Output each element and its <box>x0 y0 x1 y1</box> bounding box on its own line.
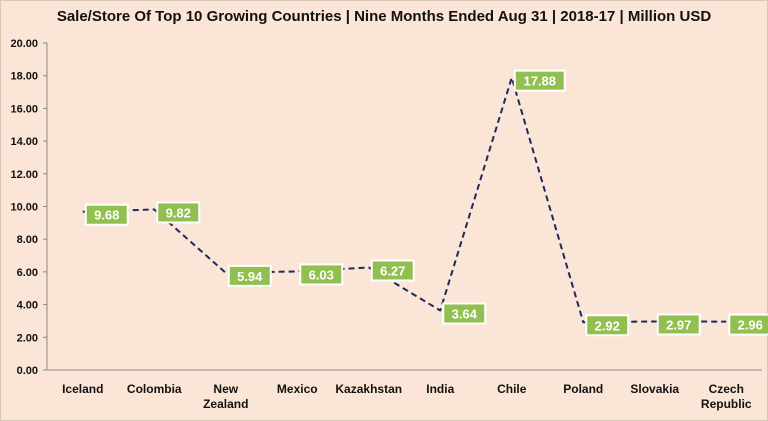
y-tick-label: 14.00 <box>10 136 38 148</box>
x-tick-label: Colombia <box>127 382 182 396</box>
data-label: 2.92 <box>595 318 620 333</box>
data-label-box <box>370 259 415 282</box>
y-tick-label: 0.00 <box>17 365 38 377</box>
y-tick-label: 6.00 <box>17 267 38 279</box>
x-tick-label: New Zealand <box>203 382 248 411</box>
data-label-box <box>156 201 201 224</box>
y-tick-label: 2.00 <box>17 332 38 344</box>
data-label-box <box>656 313 701 336</box>
x-tick-label: India <box>426 382 454 396</box>
data-label-box <box>585 314 630 337</box>
y-tick-label: 8.00 <box>17 234 38 246</box>
data-label-box <box>728 313 768 336</box>
data-label-box <box>442 302 487 325</box>
data-label: 9.68 <box>94 208 119 223</box>
data-label-box <box>299 263 344 286</box>
data-label: 2.97 <box>666 317 691 332</box>
y-tick-label: 20.00 <box>10 38 38 50</box>
data-label: 2.96 <box>738 318 763 333</box>
data-label: 3.64 <box>452 306 478 321</box>
data-label: 6.27 <box>380 263 405 278</box>
data-label-box <box>513 69 566 92</box>
x-tick-label: Mexico <box>277 382 318 396</box>
y-tick-label: 18.00 <box>10 71 38 83</box>
y-tick-label: 12.00 <box>10 169 38 181</box>
series-line <box>82 76 727 324</box>
data-label: 17.88 <box>523 74 556 89</box>
data-label: 5.94 <box>237 269 263 284</box>
y-tick-label: 10.00 <box>10 202 38 214</box>
x-tick-label: Slovakia <box>630 382 679 396</box>
x-tick-label: Chile <box>497 382 527 396</box>
x-tick-label: Poland <box>563 382 603 396</box>
x-tick-label: Iceland <box>62 382 103 396</box>
data-label: 6.03 <box>309 267 334 282</box>
chart-title: Sale/Store Of Top 10 Growing Countries |… <box>56 8 712 25</box>
y-tick-label: 4.00 <box>17 300 38 312</box>
data-label-box <box>84 203 129 226</box>
data-label-box <box>227 264 272 287</box>
x-tick-label: Kazakhstan <box>335 382 402 396</box>
y-tick-label: 16.00 <box>10 103 38 115</box>
x-tick-label: Czech Republic <box>701 382 752 411</box>
data-label: 9.82 <box>166 205 191 220</box>
